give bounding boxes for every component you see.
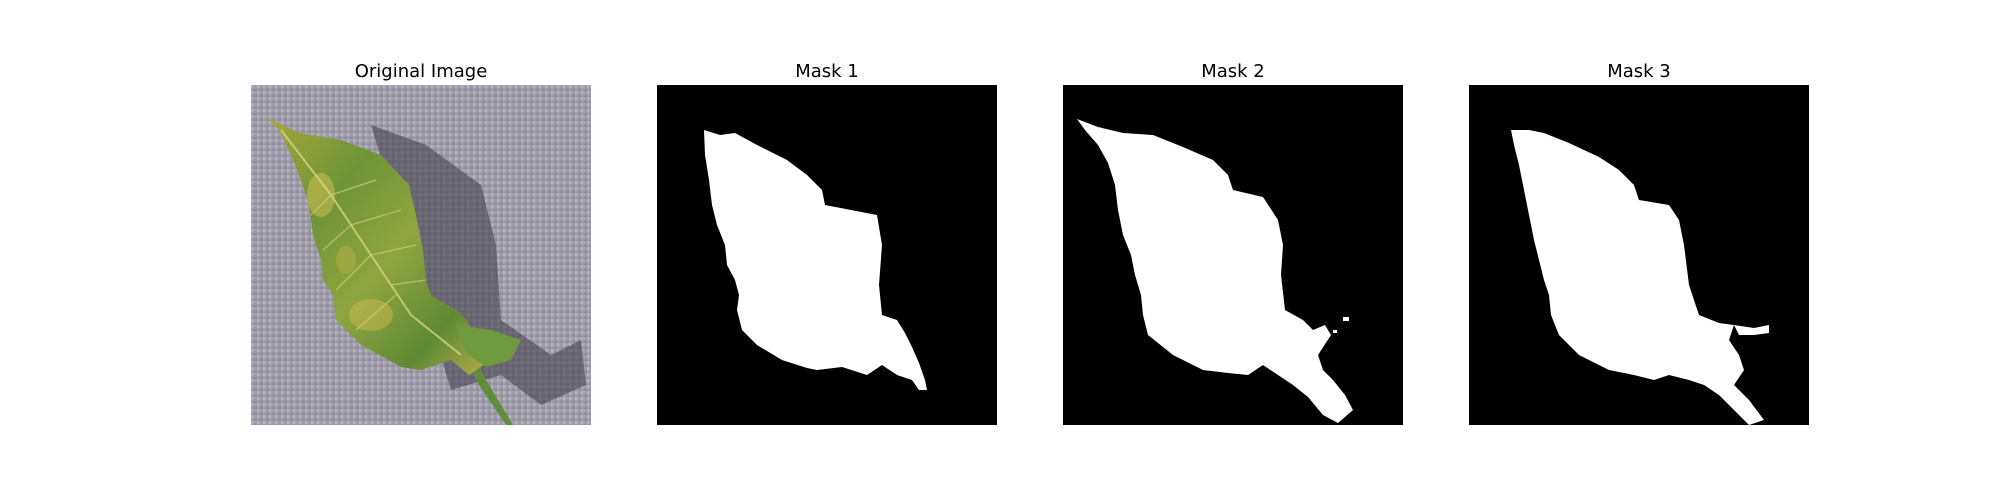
original-leaf-image <box>251 85 591 425</box>
panel-title: Mask 3 <box>1469 60 1809 84</box>
panel-original-image: Original Image <box>251 60 591 84</box>
panel-title: Mask 1 <box>657 60 997 84</box>
panel-mask-1: Mask 1 <box>657 60 997 84</box>
panel-title: Original Image <box>251 60 591 84</box>
mask-2-image <box>1063 85 1403 425</box>
mask-3-image <box>1469 85 1809 425</box>
panel-mask-3: Mask 3 <box>1469 60 1809 84</box>
mask-1-image <box>657 85 997 425</box>
panel-mask-2: Mask 2 <box>1063 60 1403 84</box>
panel-title: Mask 2 <box>1063 60 1403 84</box>
